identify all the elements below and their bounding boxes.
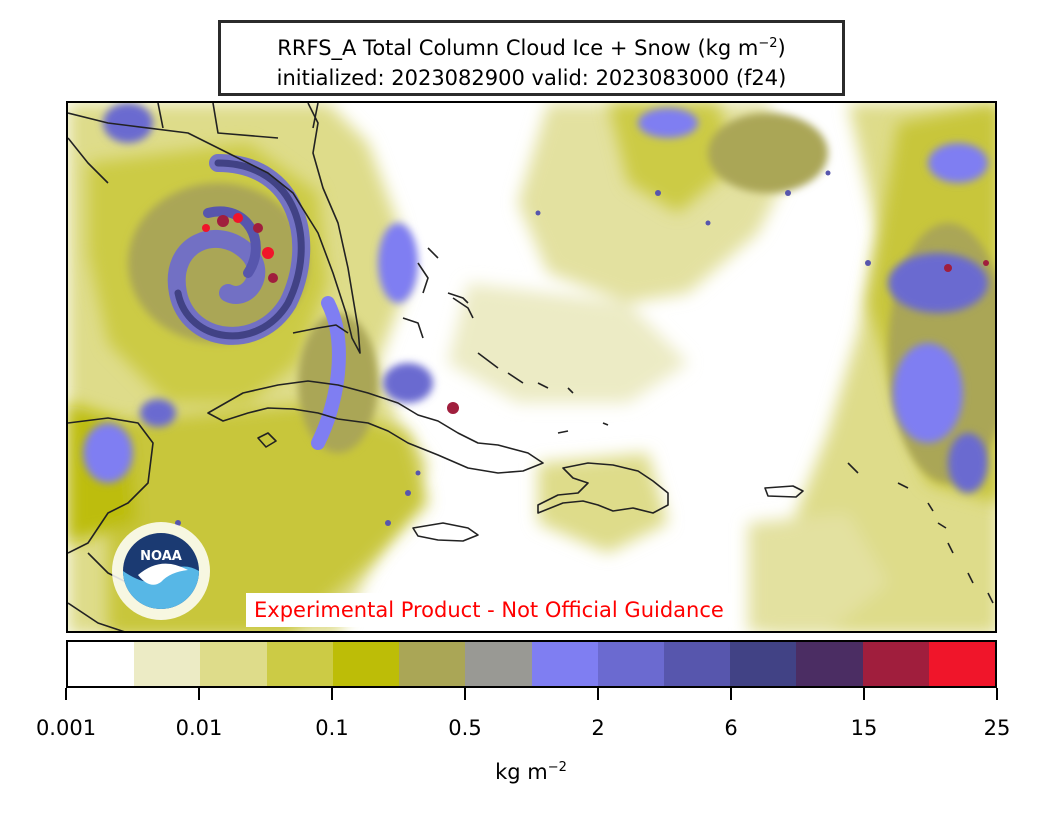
colorbar-segment-12 xyxy=(862,642,929,686)
coastlines xyxy=(68,103,994,631)
colorbar-segment-1 xyxy=(134,642,201,686)
convective-cells-east xyxy=(83,103,988,493)
colorbar-tick xyxy=(464,688,466,700)
colorbar xyxy=(66,640,997,688)
colorbar-tick-label: 2 xyxy=(591,716,605,740)
colorbar-tick-label: 0.001 xyxy=(35,716,97,740)
colorbar-segment-11 xyxy=(796,642,863,686)
colorbar-tick xyxy=(597,688,599,700)
colorbar-segment-2 xyxy=(200,642,267,686)
colorbar-segment-6 xyxy=(465,642,532,686)
colorbar-tick-label: 0.1 xyxy=(315,716,349,740)
colorbar-tick-label: 25 xyxy=(983,716,1011,740)
noaa-logo: NOAA xyxy=(112,522,210,620)
colorbar-tick xyxy=(730,688,732,700)
colorbar-tick-label: 0.5 xyxy=(448,716,482,740)
hurricane-core-red xyxy=(202,213,459,414)
colorbar-tick xyxy=(863,688,865,700)
colorbar-tick-label: 0.01 xyxy=(175,716,223,740)
colorbar-unit-label: kg m−2 xyxy=(495,760,567,784)
colorbar-segment-5 xyxy=(399,642,466,686)
colorbar-tick-label: 15 xyxy=(850,716,878,740)
noaa-logo-text: NOAA xyxy=(140,549,182,564)
colorbar-segment-9 xyxy=(663,642,731,686)
colorbar-segment-3 xyxy=(266,642,333,686)
disclaimer-label: Experimental Product - Not Official Guid… xyxy=(246,593,732,627)
map-title-line1: RRFS_A Total Column Cloud Ice + Snow (kg… xyxy=(277,36,786,60)
colorbar-segment-0 xyxy=(68,642,135,686)
colorbar-tick xyxy=(996,688,998,700)
colorbar-segment-13 xyxy=(928,642,996,686)
colorbar-segment-10 xyxy=(730,642,797,686)
colorbar-tick-label: 6 xyxy=(724,716,738,740)
colorbar-segment-8 xyxy=(597,642,664,686)
colorbar-tick xyxy=(65,688,67,700)
scattered-cells xyxy=(175,170,871,526)
map-title-line2: initialized: 2023082900 valid: 202308300… xyxy=(276,66,787,90)
convective-cells-red-east xyxy=(944,260,989,272)
colorbar-segment-4 xyxy=(332,642,400,686)
colorbar-tick xyxy=(198,688,200,700)
map-title-box: RRFS_A Total Column Cloud Ice + Snow (kg… xyxy=(218,20,845,96)
hurricane-vortex xyxy=(167,154,346,450)
colorbar-tick xyxy=(331,688,333,700)
map-panel: NOAA Experimental Product - Not Official… xyxy=(66,101,997,633)
colorbar-segment-7 xyxy=(531,642,598,686)
